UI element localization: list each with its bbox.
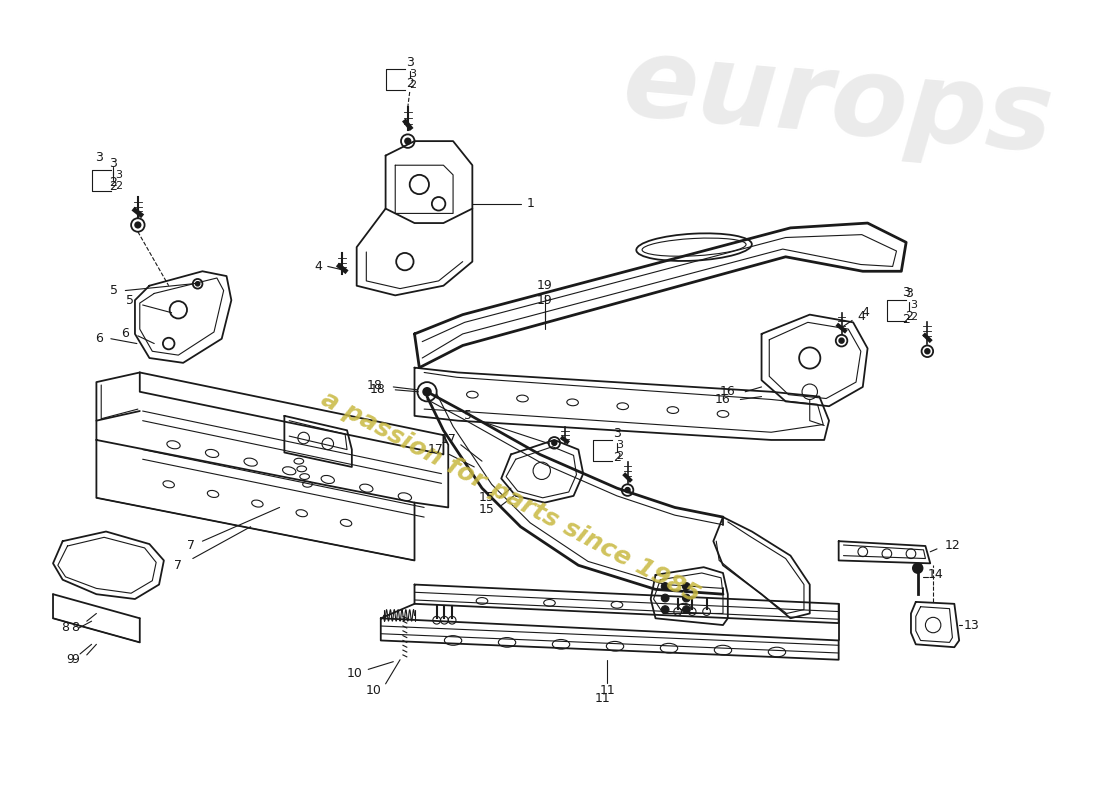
Circle shape — [192, 279, 202, 289]
Circle shape — [424, 388, 431, 396]
Text: 8: 8 — [62, 622, 69, 634]
Text: 11: 11 — [600, 684, 615, 697]
Text: 15: 15 — [478, 491, 495, 504]
Text: 7: 7 — [174, 558, 183, 572]
Text: 7: 7 — [187, 539, 195, 553]
Circle shape — [661, 582, 669, 590]
Circle shape — [417, 382, 437, 402]
Text: 18: 18 — [370, 383, 386, 396]
Circle shape — [682, 582, 690, 590]
Text: 10: 10 — [366, 684, 382, 697]
Text: 3: 3 — [902, 286, 910, 299]
Circle shape — [131, 218, 144, 232]
Text: 2: 2 — [409, 80, 416, 90]
Text: 2: 2 — [406, 77, 414, 90]
Circle shape — [661, 606, 669, 614]
Text: 2: 2 — [911, 311, 917, 322]
Circle shape — [135, 222, 141, 228]
Text: 3: 3 — [911, 300, 917, 310]
Text: 4: 4 — [315, 260, 322, 273]
Text: 17: 17 — [440, 434, 456, 446]
Text: 14: 14 — [927, 569, 943, 582]
Text: 3: 3 — [109, 157, 117, 170]
Text: 3: 3 — [116, 170, 122, 180]
Text: 8: 8 — [72, 622, 79, 634]
Circle shape — [682, 594, 690, 602]
Text: 12: 12 — [945, 539, 960, 553]
Text: 17: 17 — [428, 443, 443, 456]
Circle shape — [405, 138, 410, 144]
Text: 3: 3 — [409, 69, 416, 78]
Circle shape — [402, 134, 415, 148]
Text: 3: 3 — [616, 440, 624, 450]
Text: 16: 16 — [719, 386, 736, 398]
Circle shape — [682, 606, 690, 614]
Text: 2: 2 — [613, 451, 620, 464]
Text: 5: 5 — [463, 410, 472, 422]
Text: 19: 19 — [537, 279, 552, 292]
Text: 16: 16 — [715, 393, 730, 406]
Text: 9: 9 — [66, 654, 75, 666]
Circle shape — [913, 563, 923, 573]
Circle shape — [552, 441, 557, 445]
Text: 3: 3 — [613, 426, 620, 440]
Text: 2: 2 — [109, 180, 117, 193]
Text: 2: 2 — [116, 182, 122, 191]
Text: 10: 10 — [346, 666, 363, 680]
Text: 15: 15 — [478, 503, 495, 516]
Text: 1: 1 — [526, 198, 535, 210]
Text: 2: 2 — [905, 310, 913, 323]
Text: 19: 19 — [537, 294, 552, 306]
Circle shape — [196, 282, 199, 286]
Text: 3: 3 — [905, 287, 913, 300]
Circle shape — [836, 335, 847, 346]
Text: 3: 3 — [406, 55, 414, 69]
Text: 2: 2 — [616, 451, 624, 462]
Circle shape — [549, 437, 560, 449]
Text: 6: 6 — [96, 332, 103, 346]
Text: 5: 5 — [126, 294, 134, 306]
Circle shape — [625, 488, 630, 492]
Text: a passion for parts since 1985: a passion for parts since 1985 — [318, 387, 704, 608]
Text: 4: 4 — [857, 310, 865, 323]
Text: europs: europs — [619, 30, 1058, 174]
Text: 3: 3 — [96, 151, 103, 164]
Text: 6: 6 — [121, 327, 130, 341]
Text: 9: 9 — [72, 654, 79, 666]
Text: 2: 2 — [109, 176, 117, 189]
Text: 11: 11 — [595, 692, 610, 705]
Text: 5: 5 — [110, 284, 118, 297]
Circle shape — [925, 349, 930, 354]
Circle shape — [839, 338, 844, 343]
Circle shape — [621, 484, 634, 496]
Circle shape — [922, 346, 933, 357]
Circle shape — [661, 594, 669, 602]
Text: 13: 13 — [964, 618, 980, 631]
Text: 4: 4 — [861, 306, 870, 319]
Text: 18: 18 — [366, 378, 383, 391]
Text: 2: 2 — [902, 313, 910, 326]
